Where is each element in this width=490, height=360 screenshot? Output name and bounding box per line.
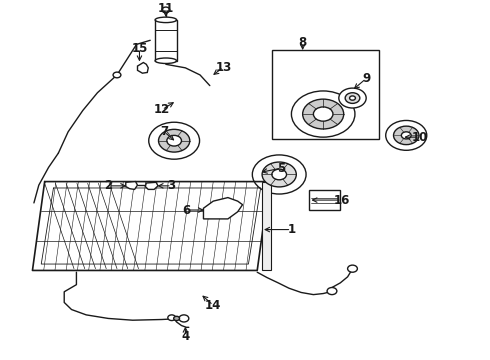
Text: 4: 4 bbox=[181, 330, 190, 343]
Circle shape bbox=[167, 135, 181, 146]
Text: 9: 9 bbox=[362, 72, 370, 85]
Circle shape bbox=[168, 315, 175, 320]
Bar bbox=[155, 20, 176, 61]
Text: 2: 2 bbox=[104, 179, 112, 192]
Polygon shape bbox=[203, 198, 243, 219]
Circle shape bbox=[173, 316, 179, 320]
Text: 14: 14 bbox=[205, 299, 221, 312]
Circle shape bbox=[401, 132, 411, 139]
Circle shape bbox=[252, 155, 306, 194]
Circle shape bbox=[162, 7, 170, 13]
Circle shape bbox=[314, 107, 333, 121]
Text: 10: 10 bbox=[412, 131, 428, 144]
Circle shape bbox=[149, 122, 199, 159]
Circle shape bbox=[347, 265, 357, 272]
Text: 15: 15 bbox=[131, 42, 147, 55]
Circle shape bbox=[339, 88, 366, 108]
Circle shape bbox=[349, 96, 355, 100]
Bar bbox=[309, 190, 340, 210]
Circle shape bbox=[345, 93, 360, 103]
Polygon shape bbox=[138, 63, 148, 73]
Text: 6: 6 bbox=[182, 203, 191, 216]
Text: 12: 12 bbox=[154, 103, 170, 116]
Text: 7: 7 bbox=[160, 125, 169, 138]
Text: 13: 13 bbox=[216, 60, 232, 74]
Circle shape bbox=[179, 315, 189, 322]
Ellipse shape bbox=[155, 17, 176, 23]
Bar bbox=[262, 181, 271, 270]
Text: 5: 5 bbox=[277, 162, 286, 175]
Circle shape bbox=[303, 99, 343, 129]
Circle shape bbox=[327, 288, 337, 294]
Circle shape bbox=[386, 121, 427, 150]
Text: 11: 11 bbox=[158, 2, 174, 15]
Circle shape bbox=[159, 129, 190, 152]
Ellipse shape bbox=[155, 58, 176, 63]
Polygon shape bbox=[126, 181, 138, 189]
Circle shape bbox=[272, 169, 287, 180]
Circle shape bbox=[113, 72, 121, 78]
Text: 3: 3 bbox=[168, 179, 176, 192]
Text: 1: 1 bbox=[287, 223, 295, 236]
Circle shape bbox=[292, 91, 355, 137]
Text: 8: 8 bbox=[298, 36, 307, 49]
Polygon shape bbox=[146, 182, 158, 189]
Bar bbox=[272, 50, 379, 139]
Text: 16: 16 bbox=[334, 194, 350, 207]
Circle shape bbox=[393, 126, 419, 145]
Circle shape bbox=[262, 162, 296, 187]
Polygon shape bbox=[32, 181, 270, 270]
